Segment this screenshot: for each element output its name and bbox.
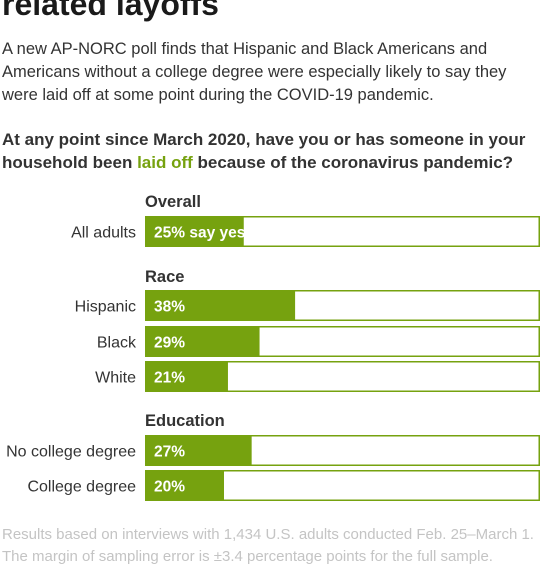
bar-value-all-adults: 25% say yes — [154, 225, 245, 242]
chart-title: related layoffs — [2, 0, 219, 22]
group-title-overall: Overall — [145, 193, 201, 211]
bar-value-no-college-degree: 27% — [154, 444, 185, 461]
question-highlight: laid off — [137, 153, 193, 172]
survey-question: At any point since March 2020, have you … — [2, 128, 547, 174]
bar-college-degree — [145, 470, 224, 501]
bar-black — [145, 326, 260, 357]
question-text-start: At any point since March 2020, have you … — [2, 130, 526, 172]
bar-value-white: 21% — [154, 370, 185, 387]
bar-value-hispanic: 38% — [154, 299, 185, 316]
chart-footnote: Results based on interviews with 1,434 U… — [2, 526, 534, 565]
bar-all-adults — [145, 216, 244, 247]
bar-label-hispanic: Hispanic — [75, 299, 136, 316]
bar-label-black: Black — [97, 335, 137, 352]
bar-value-college-degree: 20% — [154, 479, 185, 496]
bar-white — [145, 361, 228, 392]
bar-label-white: White — [95, 370, 136, 387]
question-text-end: because of the coronavirus pandemic? — [192, 153, 514, 172]
bar-no-college-degree — [145, 435, 252, 466]
group-title-race: Race — [145, 268, 184, 286]
group-title-education: Education — [145, 412, 225, 430]
bar-label-college-degree: College degree — [27, 479, 136, 496]
bar-label-no-college-degree: No college degree — [6, 444, 136, 461]
bar-hispanic — [145, 290, 296, 321]
chart-intro: A new AP-NORC poll finds that Hispanic a… — [2, 40, 507, 104]
bar-value-black: 29% — [154, 335, 185, 352]
bar-chart: Overall All adults 25% say yes Race Hispanic… — [6, 193, 540, 501]
bar-label-all-adults: All adults — [71, 225, 136, 242]
